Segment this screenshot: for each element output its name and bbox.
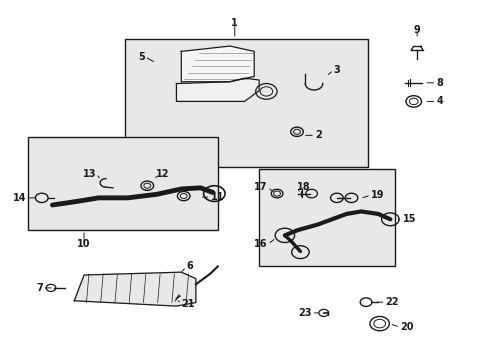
Text: 20: 20 [399, 322, 413, 332]
Text: 11: 11 [210, 192, 224, 202]
Text: 17: 17 [254, 182, 267, 192]
Bar [28, 137, 217, 230]
Bar [259, 169, 394, 266]
Text: 8: 8 [436, 78, 443, 88]
Text: 1: 1 [231, 18, 238, 28]
Text: 16: 16 [254, 239, 267, 249]
Text: 23: 23 [298, 308, 311, 318]
Text: 19: 19 [370, 190, 384, 200]
Polygon shape [74, 272, 196, 306]
Text: 12: 12 [156, 168, 169, 179]
Text: 7: 7 [36, 283, 42, 293]
Text: 4: 4 [436, 96, 443, 107]
Text: 14: 14 [13, 193, 27, 203]
Text: 3: 3 [333, 65, 340, 75]
Polygon shape [181, 46, 254, 82]
Text: 6: 6 [186, 261, 192, 271]
Text: 18: 18 [296, 182, 310, 192]
Text: 15: 15 [402, 214, 415, 224]
Text: 5: 5 [138, 52, 144, 62]
Text: 21: 21 [181, 299, 194, 309]
Polygon shape [176, 78, 259, 102]
Text: 22: 22 [385, 297, 398, 307]
Text: 10: 10 [77, 239, 91, 249]
Text: 2: 2 [314, 130, 321, 140]
Text: 9: 9 [413, 25, 420, 35]
Text: 13: 13 [82, 168, 96, 179]
Bar [125, 39, 368, 167]
